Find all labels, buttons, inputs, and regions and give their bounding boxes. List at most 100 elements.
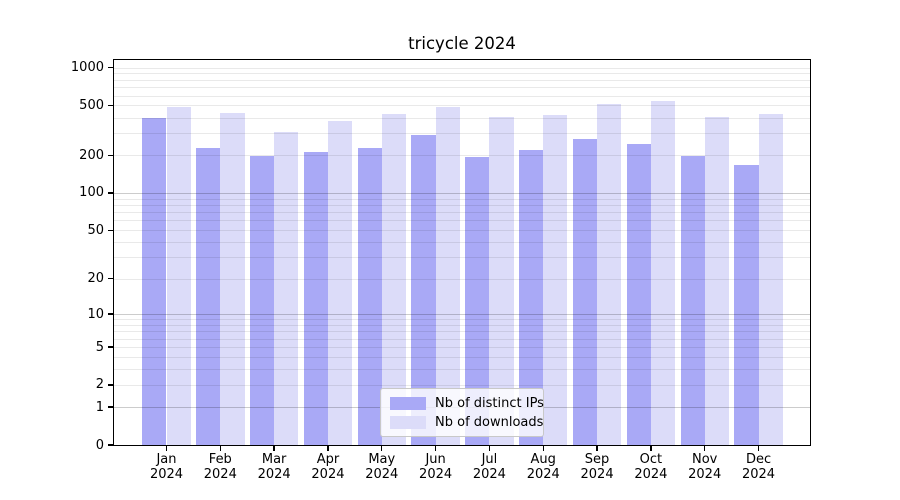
gridline-major xyxy=(114,192,810,194)
gridline-minor xyxy=(114,212,810,214)
x-tick-label: Jun 2024 xyxy=(419,452,453,482)
gridline-major xyxy=(114,314,810,316)
x-tick-mark xyxy=(381,446,383,451)
x-tick-label: Oct 2024 xyxy=(634,452,668,482)
x-tick-mark xyxy=(273,446,275,451)
gridline-minor xyxy=(114,319,810,321)
legend-entry-distinct-ips: Nb of distinct IPs xyxy=(390,396,544,411)
bar-distinct-ips xyxy=(249,155,275,445)
bar-distinct-ips xyxy=(572,139,598,445)
y-tick-label: 200 xyxy=(79,147,104,163)
y-tick-mark xyxy=(108,406,113,408)
y-tick-label: 20 xyxy=(87,271,104,287)
bar-distinct-ips xyxy=(357,148,382,445)
gridline-minor xyxy=(114,331,810,333)
y-tick-mark xyxy=(108,154,113,157)
y-tick-label: 10 xyxy=(87,306,104,322)
gridline-minor xyxy=(114,357,810,359)
y-tick-mark xyxy=(108,104,113,107)
gridline-minor xyxy=(114,117,810,119)
gridline-minor xyxy=(114,384,810,386)
gridline-minor xyxy=(114,204,810,206)
x-tick-mark xyxy=(488,446,491,451)
y-tick-mark xyxy=(108,384,113,386)
y-tick-label: 5 xyxy=(95,339,104,355)
bar-downloads xyxy=(166,106,191,445)
y-tick-label: 0 xyxy=(95,437,104,453)
gridline-minor xyxy=(114,230,810,232)
bar-distinct-ips xyxy=(142,118,167,445)
gridline-minor xyxy=(114,242,810,244)
y-tick-label: 500 xyxy=(79,97,104,113)
gridline-minor xyxy=(114,133,810,135)
bar-downloads xyxy=(543,114,568,445)
bar-distinct-ips xyxy=(196,148,221,445)
gridline-minor xyxy=(114,324,810,326)
gridline-minor xyxy=(114,95,810,97)
bar-downloads xyxy=(597,104,622,445)
y-tick-label: 50 xyxy=(87,222,104,238)
legend-swatch-downloads xyxy=(390,415,426,429)
y-tick-mark xyxy=(108,313,113,315)
bar-downloads xyxy=(758,113,783,445)
bar-downloads xyxy=(650,100,676,445)
legend-swatch-distinct-ips xyxy=(390,396,426,410)
gridline-minor xyxy=(114,67,810,69)
x-tick-mark xyxy=(165,446,168,451)
gridline-minor xyxy=(114,87,810,89)
x-tick-label: Apr 2024 xyxy=(311,452,345,482)
y-tick-mark xyxy=(108,192,113,194)
gridline-minor xyxy=(114,105,810,107)
y-tick-mark xyxy=(108,346,113,348)
gridline-minor xyxy=(114,278,810,280)
gridline-minor xyxy=(114,79,810,81)
y-tick-mark xyxy=(108,278,113,280)
y-tick-mark xyxy=(108,444,113,446)
chart-title: tricycle 2024 xyxy=(408,34,516,53)
x-tick-mark xyxy=(757,446,760,451)
legend-label-distinct-ips: Nb of distinct IPs xyxy=(435,395,544,411)
y-tick-label: 100 xyxy=(79,185,104,201)
x-tick-mark xyxy=(327,446,329,451)
legend: Nb of distinct IPs Nb of downloads xyxy=(380,388,544,437)
gridline-minor xyxy=(114,347,810,349)
legend-entry-downloads: Nb of downloads xyxy=(390,415,543,430)
x-tick-mark xyxy=(434,446,437,451)
gridline-minor xyxy=(114,73,810,75)
x-tick-label: Jul 2024 xyxy=(472,452,506,482)
bar-downloads xyxy=(327,120,353,445)
gridline-minor xyxy=(114,155,810,157)
gridline-minor xyxy=(114,257,810,259)
x-tick-label: Feb 2024 xyxy=(203,452,237,482)
x-tick-label: Sep 2024 xyxy=(580,452,614,482)
bar-distinct-ips xyxy=(303,152,328,445)
x-tick-label: Jan 2024 xyxy=(149,452,184,482)
x-tick-mark xyxy=(650,446,652,451)
y-tick-label: 1 xyxy=(95,399,104,415)
bar-downloads xyxy=(220,112,245,445)
x-tick-label: Nov 2024 xyxy=(688,452,722,482)
x-tick-label: Aug 2024 xyxy=(526,452,560,482)
bar-distinct-ips xyxy=(734,164,759,445)
x-tick-mark xyxy=(542,446,544,451)
y-tick-label: 2 xyxy=(95,377,104,393)
x-tick-mark xyxy=(704,446,706,451)
y-tick-mark xyxy=(108,66,113,69)
y-tick-mark xyxy=(108,229,113,231)
x-tick-label: Dec 2024 xyxy=(741,452,776,482)
gridline-minor xyxy=(114,220,810,222)
y-tick-label: 1000 xyxy=(70,60,104,76)
x-tick-label: Mar 2024 xyxy=(257,452,291,482)
x-tick-mark xyxy=(219,446,221,451)
bar-distinct-ips xyxy=(680,155,705,445)
bar-distinct-ips xyxy=(626,144,651,445)
gridline-minor xyxy=(114,198,810,200)
bar-downloads xyxy=(274,132,299,445)
x-tick-mark xyxy=(596,446,598,451)
gridline-minor xyxy=(114,369,810,371)
gridline-minor xyxy=(114,338,810,340)
bar-downloads xyxy=(704,117,729,445)
legend-label-downloads: Nb of downloads xyxy=(435,414,544,430)
x-tick-label: May 2024 xyxy=(365,452,399,482)
